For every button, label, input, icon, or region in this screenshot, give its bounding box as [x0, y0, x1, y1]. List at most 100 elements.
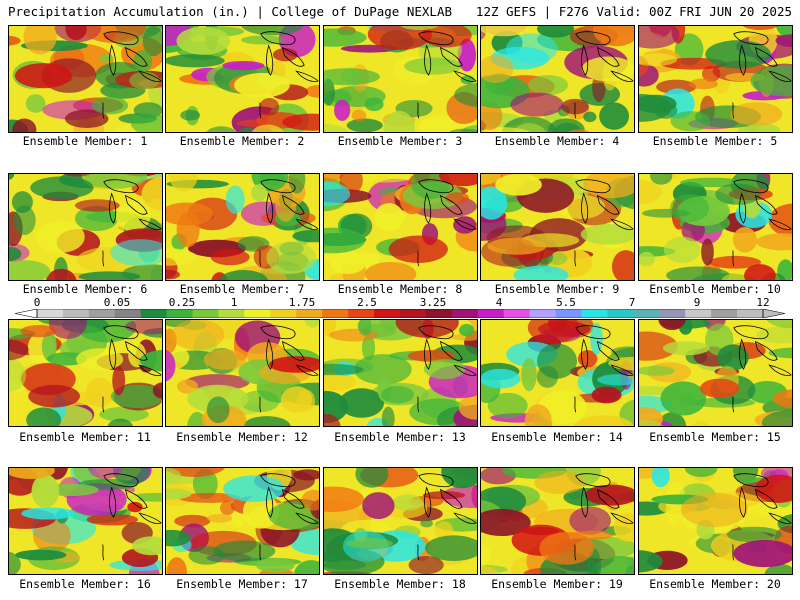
- ensemble-member-map-9: [480, 173, 635, 281]
- colorbar-swatch: [62, 309, 90, 318]
- colorbar-swatch: [140, 309, 167, 318]
- colorbar-swatch: [114, 309, 142, 318]
- colorbar-scale: [15, 309, 785, 318]
- ensemble-member-map-7: [165, 173, 320, 281]
- colorbar-swatch: [503, 309, 530, 318]
- colorbar-tick-label: 2.5: [357, 296, 377, 309]
- colorbar-swatch: [529, 309, 556, 318]
- colorbar: 0 0.05 0.25 1 1.75 2.5 3.25 4 5.5 7 9 12: [15, 296, 785, 326]
- ensemble-member-map-17: [165, 467, 320, 575]
- precipitation-field: [481, 468, 634, 574]
- colorbar-swatch: [711, 309, 738, 318]
- colorbar-swatch: [166, 309, 193, 318]
- colorbar-tick-label: 1.75: [288, 296, 316, 309]
- precipitation-field: [166, 320, 319, 426]
- precipitation-field: [324, 320, 477, 426]
- colorbar-swatch: [607, 309, 634, 318]
- colorbar-max-arrow: [762, 309, 785, 318]
- precipitation-field: [324, 26, 477, 132]
- ensemble-member-map-5: [638, 25, 793, 133]
- colorbar-swatch: [88, 309, 116, 318]
- product-title: Precipitation Accumulation (in.) | Colle…: [8, 4, 453, 19]
- colorbar-tick-label: 1: [230, 296, 238, 309]
- ensemble-member-caption: Ensemble Member: 11: [19, 430, 151, 444]
- colorbar-tick-label: 0.25: [168, 296, 196, 309]
- ensemble-member-map-3: [323, 25, 478, 133]
- ensemble-member-caption: Ensemble Member: 2: [179, 134, 305, 148]
- ensemble-member-caption: Ensemble Member: 16: [19, 577, 151, 591]
- precipitation-field: [481, 26, 634, 132]
- ensemble-member-map-14: [480, 319, 635, 427]
- precipitation-field: [639, 174, 792, 280]
- run-info: 12Z GEFS | F276 Valid: 00Z FRI JUN 20 20…: [475, 4, 792, 19]
- precipitation-field: [166, 174, 319, 280]
- colorbar-tick-label: 3.25: [419, 296, 447, 309]
- precipitation-field: [639, 26, 792, 132]
- colorbar-swatch: [737, 309, 764, 318]
- header: Precipitation Accumulation (in.) | Colle…: [0, 4, 800, 22]
- ensemble-member-map-18: [323, 467, 478, 575]
- ensemble-member-map-15: [638, 319, 793, 427]
- colorbar-labels: 0 0.05 0.25 1 1.75 2.5 3.25 4 5.5 7 9 12: [15, 296, 785, 309]
- ensemble-member-map-4: [480, 25, 635, 133]
- ensemble-member-map-13: [323, 319, 478, 427]
- ensemble-member-caption: Ensemble Member: 14: [491, 430, 623, 444]
- colorbar-swatch: [270, 309, 297, 318]
- colorbar-swatch: [37, 309, 64, 318]
- ensemble-member-map-1: [8, 25, 163, 133]
- precipitation-field: [481, 174, 634, 280]
- ensemble-member-map-8: [323, 173, 478, 281]
- precipitation-field: [9, 174, 162, 280]
- colorbar-swatch: [192, 309, 219, 318]
- precipitation-field: [9, 26, 162, 132]
- ensemble-member-caption: Ensemble Member: 5: [652, 134, 778, 148]
- ensemble-member-map-11: [8, 319, 163, 427]
- ensemble-member-map-20: [638, 467, 793, 575]
- ensemble-member-caption: Ensemble Member: 1: [22, 134, 148, 148]
- colorbar-tick-label: 7: [628, 296, 636, 309]
- precipitation-field: [639, 468, 792, 574]
- colorbar-swatch: [374, 309, 401, 318]
- colorbar-swatch: [400, 309, 427, 318]
- colorbar-tick-label: 9: [693, 296, 701, 309]
- colorbar-tick-label: 0: [33, 296, 41, 309]
- colorbar-swatch: [425, 309, 453, 318]
- colorbar-swatch: [477, 309, 505, 318]
- ensemble-member-caption: Ensemble Member: 18: [334, 577, 466, 591]
- colorbar-min-arrow: [15, 309, 38, 318]
- colorbar-swatch: [581, 309, 608, 318]
- precipitation-field: [166, 26, 319, 132]
- ensemble-member-map-16: [8, 467, 163, 575]
- ensemble-member-caption: Ensemble Member: 20: [649, 577, 781, 591]
- ensemble-member-map-6: [8, 173, 163, 281]
- ensemble-member-caption: Ensemble Member: 10: [649, 282, 781, 296]
- colorbar-swatch: [451, 309, 479, 318]
- ensemble-member-caption: Ensemble Member: 15: [649, 430, 781, 444]
- colorbar-swatch: [633, 309, 660, 318]
- ensemble-member-caption: Ensemble Member: 13: [334, 430, 466, 444]
- ensemble-member-caption: Ensemble Member: 7: [179, 282, 305, 296]
- precipitation-field: [324, 174, 477, 280]
- precipitation-field: [324, 468, 477, 574]
- colorbar-tick-label: 0.05: [103, 296, 131, 309]
- colorbar-tick-label: 12: [756, 296, 770, 309]
- precipitation-field: [639, 320, 792, 426]
- colorbar-swatch: [244, 309, 271, 318]
- ensemble-member-map-19: [480, 467, 635, 575]
- ensemble-member-caption: Ensemble Member: 17: [176, 577, 308, 591]
- ensemble-member-caption: Ensemble Member: 4: [494, 134, 620, 148]
- ensemble-member-caption: Ensemble Member: 6: [22, 282, 148, 296]
- colorbar-swatch: [555, 309, 582, 318]
- colorbar-swatch: [348, 309, 375, 318]
- colorbar-swatch: [659, 309, 686, 318]
- ensemble-member-caption: Ensemble Member: 8: [337, 282, 463, 296]
- precipitation-field: [481, 320, 634, 426]
- precipitation-field: [9, 320, 162, 426]
- colorbar-tick-label: 4: [495, 296, 503, 309]
- ensemble-member-map-2: [165, 25, 320, 133]
- colorbar-swatch: [322, 309, 349, 318]
- precipitation-field: [166, 468, 319, 574]
- ensemble-member-caption: Ensemble Member: 9: [494, 282, 620, 296]
- ensemble-member-map-12: [165, 319, 320, 427]
- precipitation-field: [9, 468, 162, 574]
